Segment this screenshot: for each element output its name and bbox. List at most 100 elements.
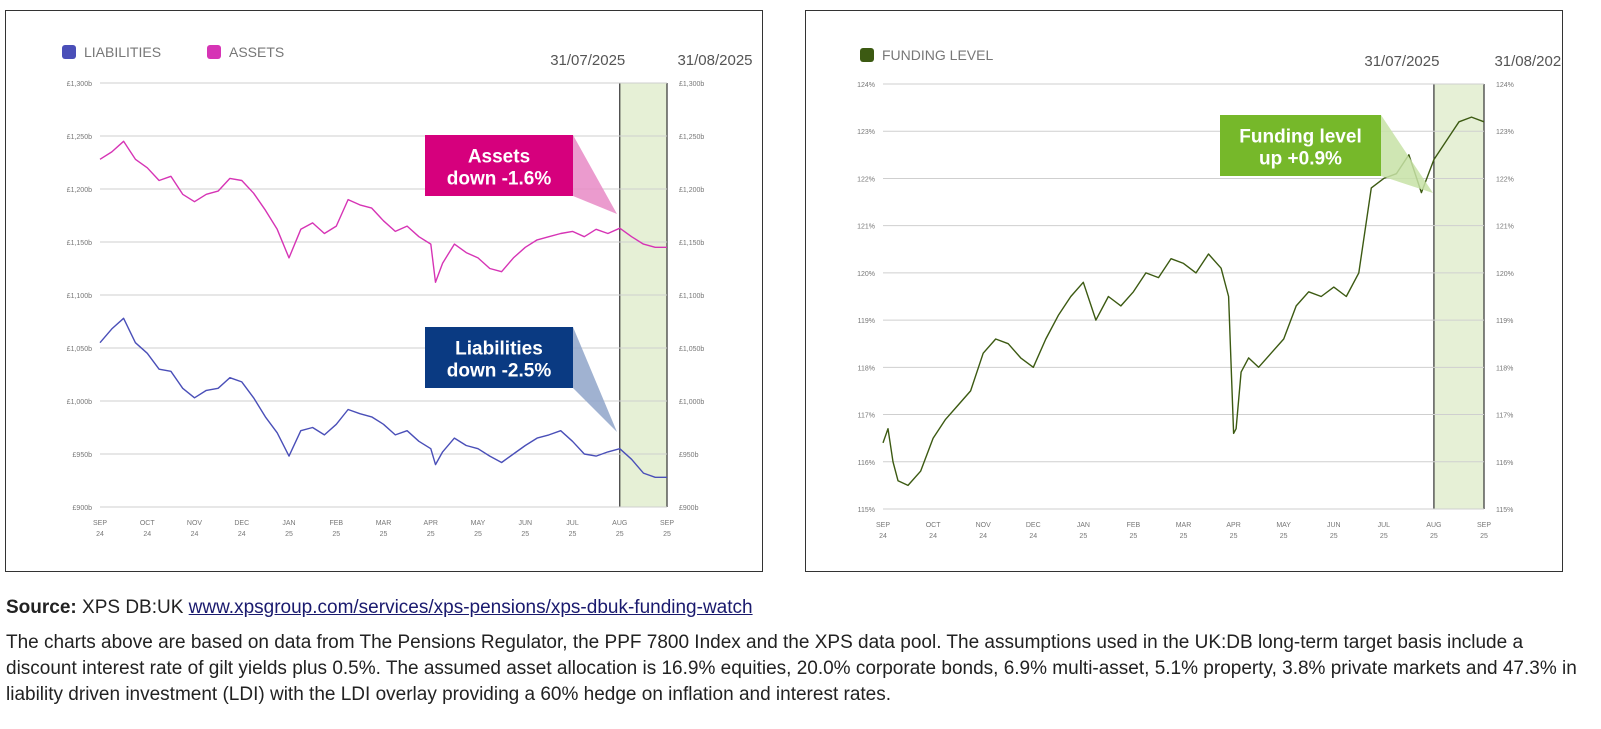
x-tick-month: NOV [976,522,992,529]
x-tick-year: 24 [96,531,104,538]
y-tick-label-right: 119% [1496,318,1513,325]
x-tick-month: SEP [93,520,107,527]
y-tick-label-left: £1,300b [67,81,92,88]
y-tick-label-left: 118% [858,365,875,372]
annotation-line2: down -1.6% [447,169,552,190]
x-tick-year: 24 [143,531,151,538]
x-tick-month: DEC [234,520,249,527]
y-tick-label-right: 121% [1496,224,1514,231]
source-link[interactable]: www.xpsgroup.com/services/xps-pensions/x… [188,597,753,618]
x-tick-month: FEB [1127,522,1141,529]
y-tick-label-right: £1,250b [679,134,704,141]
y-tick-label-left: 115% [858,507,875,514]
x-tick-year: 25 [1230,533,1238,540]
annotation-box [1220,115,1381,176]
y-tick-label-right: £950b [679,452,699,459]
x-tick-month: AUG [1426,522,1441,529]
y-tick-label-right: £1,100b [679,293,704,300]
annotation-box [425,135,573,196]
legend-label: FUNDING LEVEL [882,47,993,63]
annotation-box [425,327,573,388]
highlight-start-label: 31/07/2025 [1364,53,1439,70]
x-tick-month: SEP [876,522,890,529]
x-tick-year: 25 [569,531,577,538]
x-tick-year: 25 [521,531,529,538]
legend-label: LIABILITIES [84,44,161,60]
y-tick-label-left: £900b [73,505,93,512]
x-tick-year: 24 [929,533,937,540]
funding-level-chart-panel: 31/07/2025 31/08/2025 124% 124% 123% 123% 122%… [805,10,1563,572]
y-tick-label-left: £1,200b [67,187,92,194]
y-tick-label-right: 118% [1496,365,1513,372]
highlight-band [1433,84,1484,509]
x-tick-year: 25 [663,531,671,538]
y-tick-label-left: 120% [857,271,875,278]
y-tick-label-right: 116% [1496,460,1513,467]
y-tick-label-left: 121% [857,224,875,231]
x-tick-month: JUN [518,520,532,527]
y-tick-label-right: £1,200b [679,187,704,194]
x-tick-month: MAR [1176,522,1192,529]
y-tick-label-left: £1,150b [67,240,92,247]
highlight-start-label: 31/07/2025 [550,52,625,69]
x-tick-month: NOV [187,520,203,527]
legend-swatch [62,45,76,59]
highlight-end-label: 31/08/2025 [677,52,752,69]
y-tick-label-left: 123% [857,129,875,136]
x-tick-year: 24 [191,531,199,538]
annotation-line2: down -2.5% [447,361,552,382]
x-tick-month: OCT [926,522,942,529]
y-tick-label-left: 124% [857,82,875,89]
x-tick-month: SEP [1477,522,1491,529]
y-tick-label-left: £950b [73,452,93,459]
x-tick-year: 25 [1180,533,1188,540]
x-tick-year: 25 [1079,533,1087,540]
x-tick-year: 25 [1380,533,1388,540]
y-tick-label-right: £900b [679,505,699,512]
y-tick-label-left: 122% [857,176,875,183]
series-line-liabilities [99,317,667,478]
x-tick-year: 25 [1430,533,1438,540]
x-tick-year: 25 [1480,533,1488,540]
x-tick-month: DEC [1026,522,1041,529]
x-tick-year: 25 [1130,533,1138,540]
x-tick-month: MAY [471,520,486,527]
series-line-funding-level [882,116,1485,487]
y-tick-label-left: £1,250b [67,134,92,141]
x-tick-month: JAN [1077,522,1090,529]
y-tick-label-right: £1,150b [679,240,704,247]
y-tick-label-right: 122% [1496,176,1514,183]
annotation-pointer [573,135,617,214]
x-tick-year: 25 [285,531,293,538]
y-tick-label-left: 116% [858,460,875,467]
x-tick-year: 24 [879,533,887,540]
legend-swatch [207,45,221,59]
x-tick-year: 24 [238,531,246,538]
y-tick-label-left: £1,000b [67,399,92,406]
y-tick-label-right: £1,000b [679,399,704,406]
x-tick-year: 25 [380,531,388,538]
x-tick-year: 25 [427,531,435,538]
x-tick-month: OCT [140,520,156,527]
x-tick-month: APR [424,520,438,527]
annotation-line1: Funding level [1239,127,1361,148]
y-tick-label-left: 119% [858,318,875,325]
y-tick-label-right: £1,050b [679,346,704,353]
source-line: Source: XPS DB:UK www.xpsgroup.com/servi… [6,597,753,619]
x-tick-month: AUG [612,520,627,527]
source-text: XPS DB:UK [76,597,189,618]
x-tick-month: MAY [1276,522,1291,529]
highlight-end-label: 31/08/2025 [1494,53,1562,70]
y-tick-label-left: £1,050b [67,346,92,353]
y-tick-label-right: 123% [1496,129,1514,136]
x-tick-year: 25 [1280,533,1288,540]
annotation-pointer [1381,115,1433,193]
x-tick-month: JAN [282,520,295,527]
x-tick-month: JUL [1378,522,1391,529]
x-tick-month: APR [1226,522,1240,529]
legend-swatch [860,48,874,62]
x-tick-year: 25 [616,531,624,538]
x-tick-year: 24 [1029,533,1037,540]
y-tick-label-right: £1,300b [679,81,704,88]
annotation-line1: Assets [468,147,530,168]
